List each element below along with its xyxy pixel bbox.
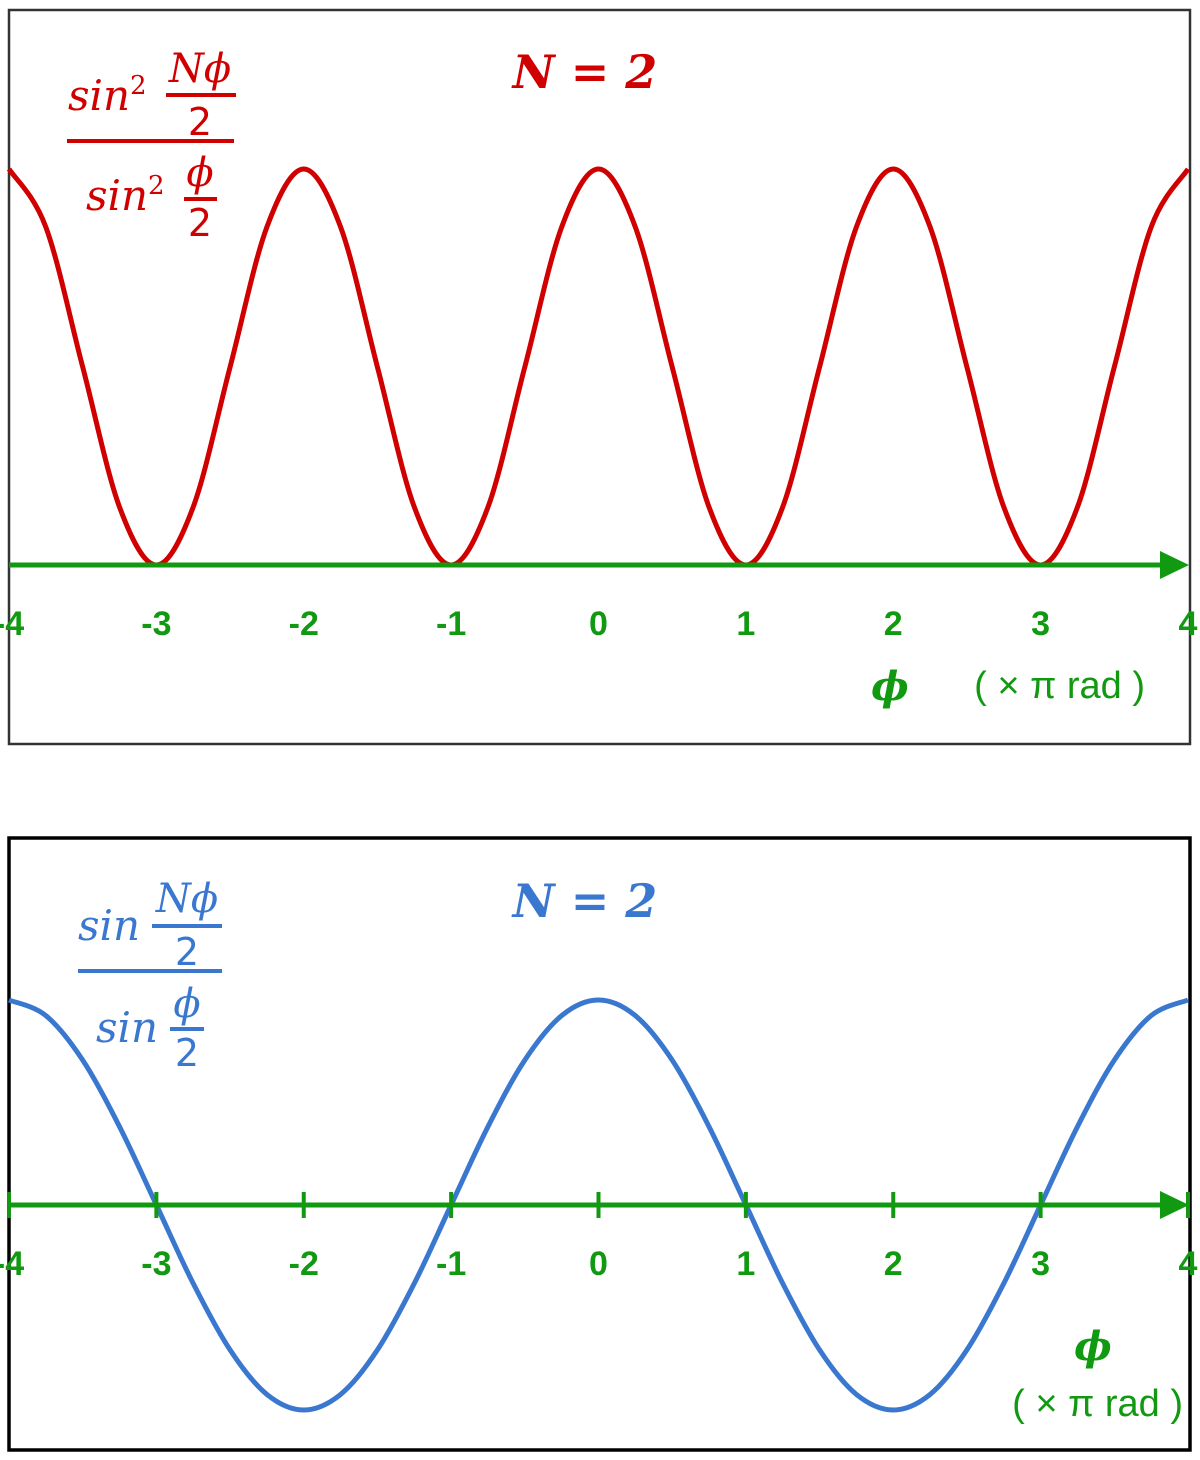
bottom-axis-arrow <box>1160 1191 1189 1219</box>
x-axis-unit: ( × π rad ) <box>974 665 1145 707</box>
bottom-title: N = 2 <box>511 874 658 928</box>
den-bot: 2 <box>175 1031 199 1075</box>
bottom-panel: -4 -3 -2 -1 0 1 2 3 4 N = 2 sin Nϕ 2 sin ϕ 2 ϕ (… <box>0 836 1198 1452</box>
num-func: sin <box>78 901 140 950</box>
num-bot: 2 <box>188 100 212 144</box>
x-tick-label: -1 <box>436 1245 466 1283</box>
top-frame <box>7 8 1192 746</box>
x-tick-label: 2 <box>884 1245 903 1283</box>
x-tick-label: -3 <box>141 1245 171 1283</box>
top-title: N = 2 <box>511 45 658 99</box>
top-curve <box>6 166 1191 568</box>
num-func: sin2 <box>68 71 147 120</box>
x-tick-label: -4 <box>0 605 24 643</box>
num-top: Nϕ <box>155 876 218 922</box>
den-top: ϕ <box>186 150 213 196</box>
x-tick-label: 1 <box>736 1245 755 1283</box>
x-tick-label: 2 <box>884 605 903 643</box>
x-axis-unit: ( × π rad ) <box>1012 1383 1183 1425</box>
x-tick-label: -3 <box>141 605 171 643</box>
x-axis-symbol: ϕ <box>1074 1323 1112 1370</box>
x-tick-label: -2 <box>289 605 319 643</box>
bottom-frame <box>7 836 1192 1452</box>
x-tick-label: -1 <box>436 605 466 643</box>
bottom-formula: sin Nϕ 2 sin ϕ 2 <box>78 876 222 1075</box>
top-formula: sin2 Nϕ 2 sin2 ϕ 2 <box>67 46 236 245</box>
num-bot: 2 <box>175 930 199 974</box>
x-tick-label: 3 <box>1031 1245 1050 1283</box>
den-bot: 2 <box>188 201 212 245</box>
x-tick-label: 0 <box>589 1245 608 1283</box>
x-tick-label: 4 <box>1179 1245 1198 1283</box>
num-top: Nϕ <box>168 46 231 92</box>
x-axis-symbol: ϕ <box>871 663 909 710</box>
x-tick-label: 1 <box>736 605 755 643</box>
x-tick-label: 3 <box>1031 605 1050 643</box>
den-top: ϕ <box>173 981 200 1027</box>
top-axis-arrow <box>1160 551 1189 579</box>
top-panel: -4 -3 -2 -1 0 1 2 3 4 N = 2 sin2 Nϕ 2 sin2 ϕ 2 ϕ… <box>0 8 1198 746</box>
x-tick-label: 4 <box>1179 605 1198 643</box>
x-tick-label: -2 <box>289 1245 319 1283</box>
x-tick-label: 0 <box>589 605 608 643</box>
den-func: sin <box>96 1003 158 1052</box>
x-tick-label: -4 <box>0 1245 24 1283</box>
den-func: sin2 <box>86 171 165 220</box>
bottom-curve <box>8 997 1189 1413</box>
